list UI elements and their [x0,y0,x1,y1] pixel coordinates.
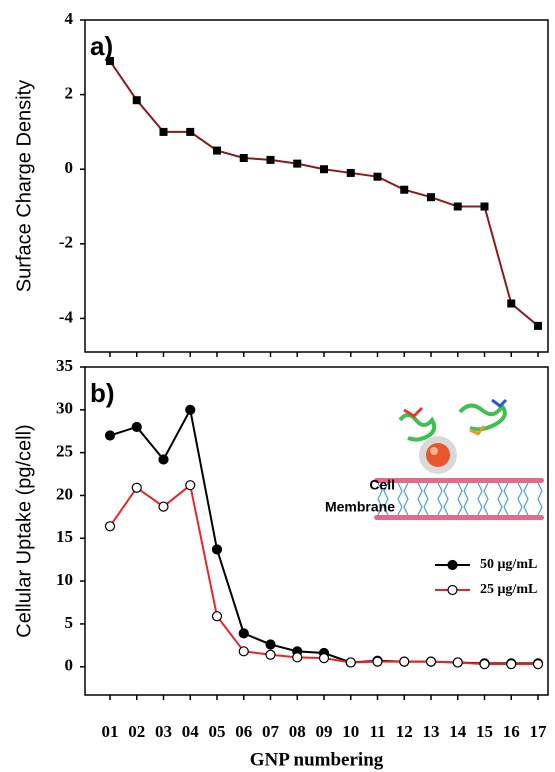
point [131,421,142,433]
y-tick-label: 10 [56,570,73,589]
point [132,96,141,105]
x-tick-label: 07 [262,722,280,741]
y-tick-label: 0 [65,158,74,177]
annotation: Cell [369,477,395,493]
x-tick-label: 08 [289,722,306,741]
point [373,172,382,181]
point [104,521,116,532]
point [506,659,517,670]
series-line [109,406,538,665]
legend-marker [447,559,458,571]
x-tick-label: 12 [396,722,413,741]
point [400,185,409,194]
annotation: Membrane [325,499,395,515]
panel-label: b) [90,378,115,408]
point [318,653,330,664]
point [266,155,275,164]
point [211,544,223,555]
point [427,193,435,202]
point [158,501,169,512]
membrane-illustration [374,398,544,520]
y-tick-label: 4 [65,9,74,28]
point [238,628,249,639]
point [213,146,221,155]
y-tick-label: 5 [65,613,74,632]
y-tick-label: 0 [65,656,74,675]
point [106,57,114,66]
point [399,656,410,667]
y-tick-label: 20 [56,484,73,503]
point [479,659,490,670]
point [345,657,356,668]
point [320,165,328,174]
x-tick-label: 04 [182,722,200,741]
y-tick-label: -2 [59,233,73,252]
x-tick-label: 02 [128,722,145,741]
point [372,656,383,667]
point [158,454,169,465]
plot-area [104,404,544,670]
point [453,202,462,211]
point [265,639,276,650]
point [534,321,542,330]
x-tick-label: 01 [102,722,119,741]
y-axis-title: Surface Charge Density [13,80,35,292]
point [452,657,463,668]
x-tick-label: 10 [342,722,359,741]
legend-label: 50 μg/mL [480,557,537,572]
x-tick-label: 05 [209,722,226,741]
panel-label: a) [90,31,113,61]
point [293,159,302,168]
point [292,652,303,663]
y-tick-label: 25 [56,442,73,461]
point [238,646,249,657]
point [159,127,168,136]
point [346,168,355,177]
legend-marker [447,584,458,596]
point [185,404,196,415]
point [186,127,195,136]
point [131,482,142,493]
point [265,649,276,660]
y-tick-label: -4 [59,307,74,326]
legend-label: 25 μg/mL [480,582,537,597]
point [211,611,223,622]
x-tick-label: 13 [423,722,440,741]
x-axis-title: GNP numbering [250,749,384,770]
point [480,202,489,211]
plot-area [106,57,542,330]
x-tick-label: 09 [316,722,333,741]
x-tick-label: 16 [503,722,520,741]
point [104,430,116,441]
point [185,480,196,491]
point [507,299,516,308]
x-tick-label: 03 [155,722,172,741]
point [425,656,437,667]
y-tick-label: 2 [65,84,74,103]
y-axis-title: Cellular Uptake (pg/cell) [13,424,35,637]
plot-frame [84,19,549,353]
x-tick-label: 17 [530,722,548,741]
y-tick-label: 30 [56,399,73,418]
x-tick-label: 06 [235,722,252,741]
y-tick-label: 15 [56,527,73,546]
plot-frame [84,366,549,696]
x-tick-label: 11 [369,722,385,741]
x-tick-label: 14 [449,722,467,741]
point [239,154,248,163]
y-tick-label: 35 [56,356,73,375]
x-tick-label: 15 [476,722,493,741]
point [532,659,544,670]
series-line [109,60,539,327]
